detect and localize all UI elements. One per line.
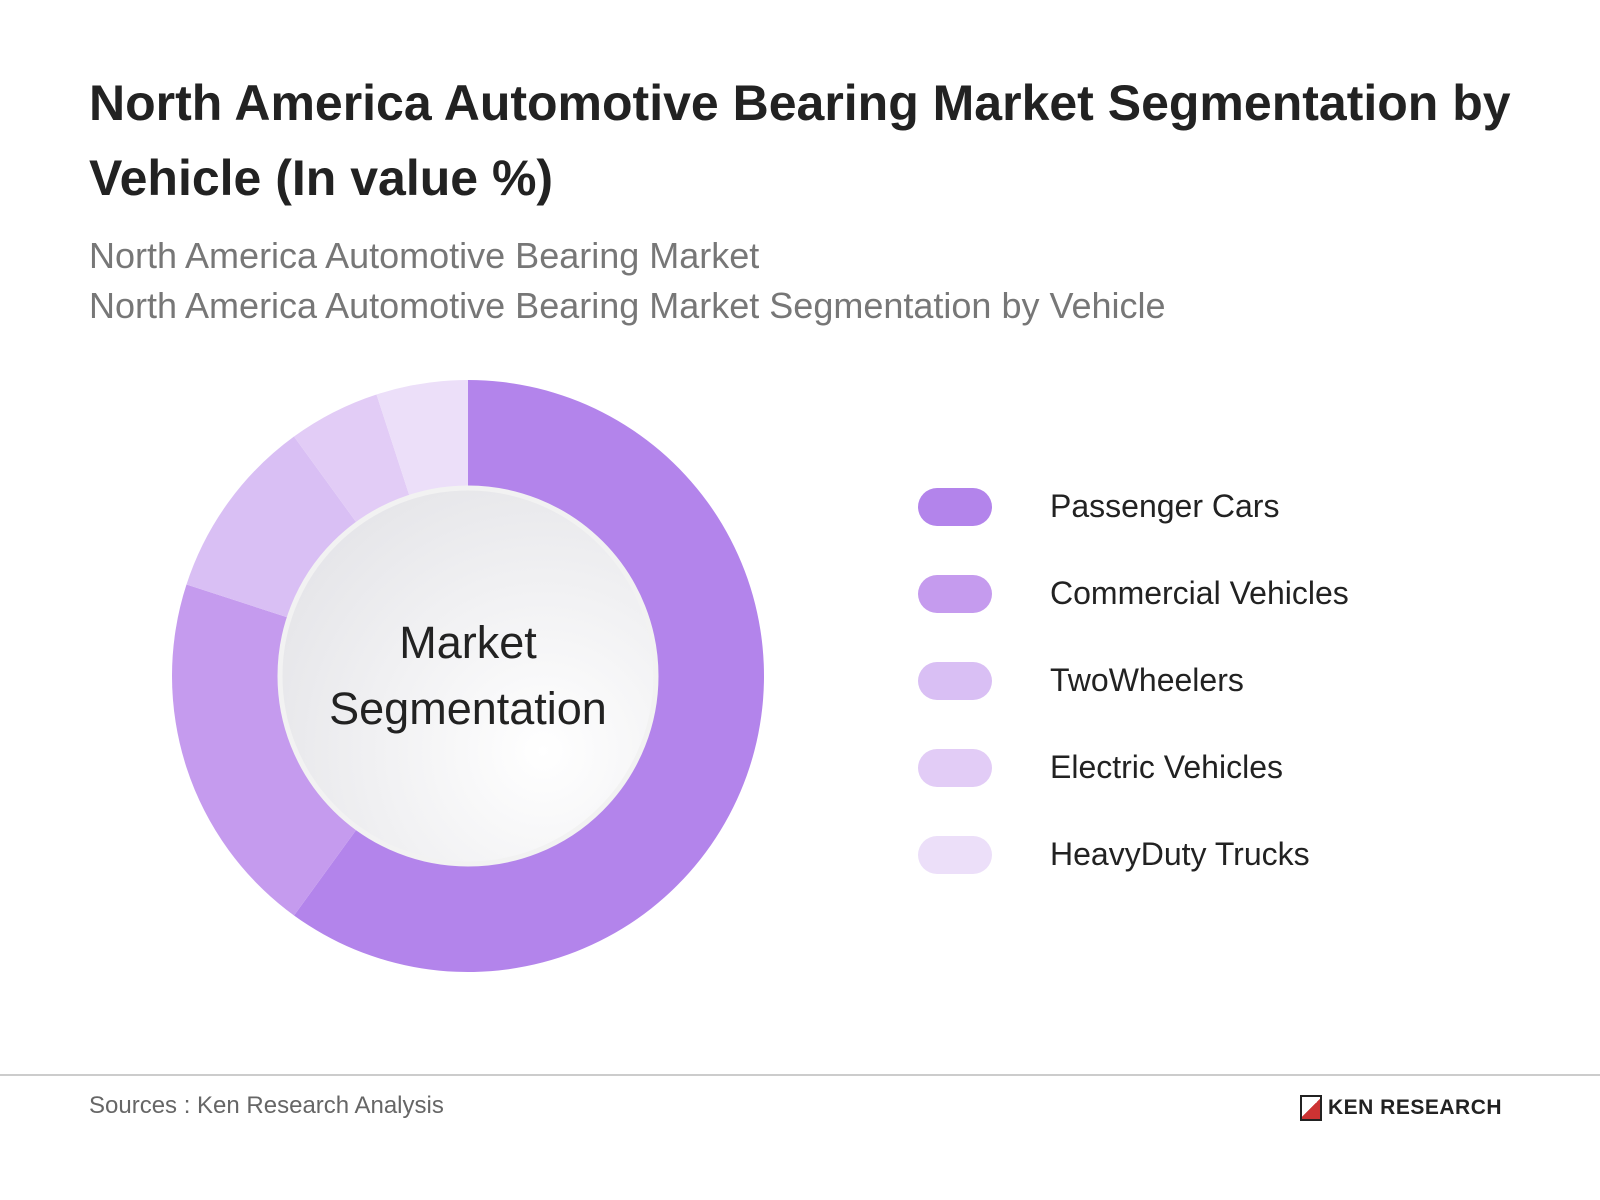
- legend-item: Commercial Vehicles: [918, 550, 1349, 637]
- center-label-line2: Segmentation: [329, 683, 607, 734]
- chart-title: North America Automotive Bearing Market …: [89, 75, 1511, 206]
- legend-swatch: [918, 661, 992, 700]
- legend-swatch: [918, 574, 992, 613]
- source-note: Sources : Ken Research Analysis: [89, 1092, 444, 1119]
- legend-item: HeavyDuty Trucks: [918, 811, 1349, 898]
- legend-label: Electric Vehicles: [1050, 749, 1283, 785]
- logo-mark-icon: [1300, 1095, 1322, 1121]
- legend-item: Passenger Cars: [918, 463, 1349, 550]
- center-label-line1: Market: [399, 617, 537, 668]
- legend: Passenger Cars Commercial Vehicles TwoWhee…: [918, 463, 1349, 898]
- legend-label: Commercial Vehicles: [1050, 575, 1349, 611]
- donut-center: [277, 485, 659, 867]
- legend-swatch: [918, 748, 992, 787]
- legend-item: TwoWheelers: [918, 637, 1349, 724]
- center-label: Market Segmentation: [300, 610, 636, 742]
- logo-text: KEN RESEARCH: [1328, 1096, 1503, 1119]
- chart-subtitle-2: North America Automotive Bearing Market …: [89, 285, 1166, 326]
- legend-label: TwoWheelers: [1050, 662, 1244, 698]
- footer-divider: [0, 1074, 1600, 1076]
- legend-label: Passenger Cars: [1050, 488, 1280, 524]
- legend-label: HeavyDuty Trucks: [1050, 836, 1310, 872]
- legend-item: Electric Vehicles: [918, 724, 1349, 811]
- legend-swatch: [918, 835, 992, 874]
- chart-subtitle-1: North America Automotive Bearing Market: [89, 235, 760, 276]
- ken-research-logo: KEN RESEARCH: [1300, 1095, 1502, 1121]
- legend-swatch: [918, 487, 992, 526]
